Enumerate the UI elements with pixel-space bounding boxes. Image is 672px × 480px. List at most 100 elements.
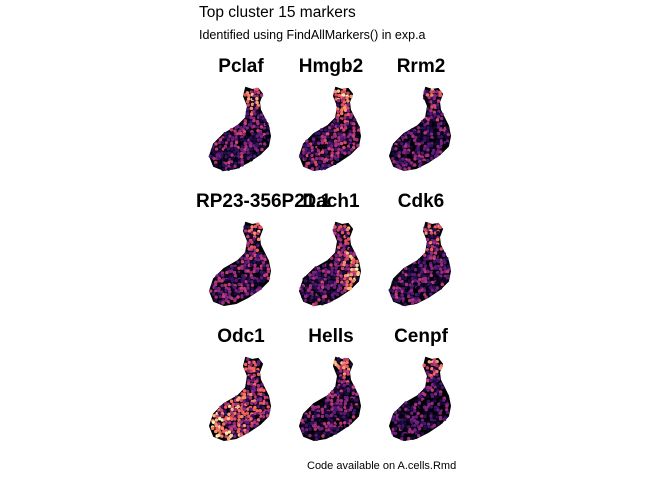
cell-point <box>405 427 409 432</box>
cell-point <box>234 278 238 283</box>
cell-point <box>425 136 430 140</box>
cell-point <box>315 418 319 422</box>
cell-point <box>419 293 423 298</box>
cell-point <box>252 231 257 235</box>
cell-point <box>242 275 246 280</box>
cell-point <box>445 129 450 134</box>
cell-point <box>423 136 427 140</box>
cell-point <box>410 145 414 150</box>
cell-point <box>426 158 430 163</box>
cell-point <box>417 427 422 431</box>
cell-point <box>226 436 231 441</box>
cell-point <box>317 283 322 287</box>
cell-point <box>346 102 350 107</box>
cell-point <box>339 145 344 150</box>
cell-point <box>388 288 393 292</box>
cell-point <box>407 158 411 163</box>
cell-point <box>243 119 248 123</box>
cell-point <box>339 123 344 128</box>
cell-point <box>239 131 243 136</box>
cell-point <box>242 282 247 287</box>
cell-point <box>410 430 415 434</box>
cell-point <box>446 132 451 137</box>
cell-point <box>413 267 418 272</box>
cell-point <box>426 413 430 418</box>
cell-point <box>429 156 434 161</box>
cell-point <box>333 134 338 138</box>
cell-point <box>313 421 318 425</box>
cell-point <box>249 256 253 260</box>
cell-point <box>391 157 395 161</box>
cell-point <box>346 241 350 246</box>
cell-point <box>332 410 337 415</box>
cell-point <box>256 243 260 248</box>
cell-point <box>339 392 343 396</box>
cell-point <box>246 156 251 161</box>
cell-point <box>436 385 440 389</box>
cell-point <box>426 422 431 426</box>
cell-point <box>262 266 266 270</box>
cell-point <box>425 366 430 370</box>
cell-point <box>342 227 347 232</box>
cell-point <box>259 125 264 129</box>
cell-point <box>337 379 341 383</box>
cell-point <box>312 151 316 155</box>
cell-point <box>345 404 350 408</box>
cell-point <box>314 295 318 300</box>
cell-point <box>345 96 349 100</box>
cell-point <box>343 288 347 293</box>
cell-point <box>225 295 229 300</box>
cell-point <box>264 410 269 415</box>
cell-point <box>306 161 311 166</box>
cell-point <box>330 151 334 155</box>
cell-point <box>348 419 353 423</box>
cell-point <box>355 276 359 281</box>
cell-point <box>222 163 226 168</box>
cell-point <box>345 360 349 365</box>
cell-point <box>346 231 351 235</box>
cell-point <box>342 282 347 287</box>
cell-point <box>407 436 411 441</box>
cell-point <box>435 140 439 145</box>
cell-point <box>425 257 430 261</box>
cell-point <box>243 295 247 299</box>
cell-point <box>336 223 340 227</box>
cell-point <box>330 266 335 270</box>
cell-point <box>321 434 325 438</box>
cell-point <box>246 147 250 152</box>
cell-point <box>403 433 408 437</box>
cell-point <box>413 419 417 423</box>
cell-point <box>320 150 325 154</box>
cell-point <box>330 418 334 423</box>
cell-point <box>354 392 359 397</box>
cell-point <box>348 129 352 134</box>
panel-title: Odc1 <box>217 326 265 347</box>
cell-point <box>397 154 401 158</box>
cell-point <box>324 163 328 168</box>
cell-point <box>314 282 318 287</box>
cell-point <box>339 395 343 399</box>
cell-point <box>423 276 428 281</box>
cell-point <box>314 301 318 306</box>
cell-point <box>338 385 343 390</box>
cell-point <box>339 262 344 267</box>
cell-point <box>243 157 247 161</box>
cell-point <box>329 398 334 403</box>
cell-point <box>320 419 325 423</box>
cell-point <box>429 283 433 287</box>
cell-point <box>220 413 224 418</box>
cell-point <box>433 402 437 406</box>
cell-point <box>306 418 311 423</box>
cell-point <box>321 163 325 168</box>
cell-point <box>227 300 231 304</box>
cell-point <box>220 290 224 294</box>
cell-point <box>403 302 408 307</box>
cell-point <box>410 266 415 270</box>
cell-point <box>433 276 437 281</box>
cell-point <box>239 147 244 152</box>
cell-point <box>218 295 223 299</box>
cell-point <box>401 286 405 291</box>
cell-point <box>346 106 350 110</box>
cell-point <box>429 100 433 104</box>
cell-point <box>435 369 439 374</box>
